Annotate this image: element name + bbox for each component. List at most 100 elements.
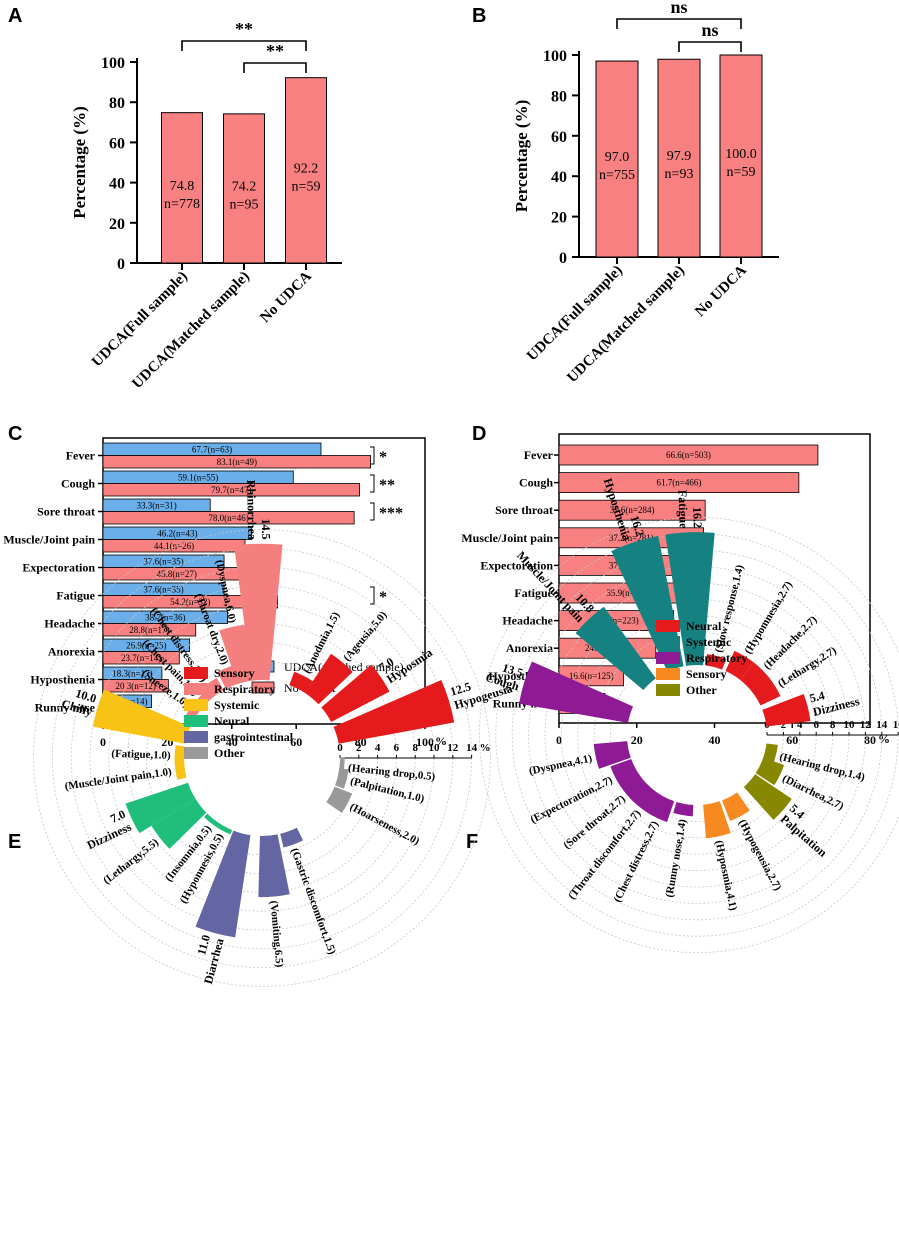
e-bar-11 — [204, 813, 222, 829]
e-bar-15 — [174, 745, 185, 765]
c-bar-label-0-4: 37.6(n=35) — [143, 557, 183, 567]
c-bar-1-8 — [102, 679, 169, 693]
c-bar-label-0-5: 37.6(n=35) — [143, 585, 183, 595]
a-n-label-2: n=59 — [292, 179, 321, 194]
e-bar-12 — [151, 798, 207, 849]
a-sig-0-bracket — [181, 40, 307, 51]
d-bar-label-6: 29.5(n=223) — [594, 616, 639, 626]
a-sig-1-label: ** — [266, 41, 284, 61]
c-bar-label-1-4: 45.8(n=27) — [157, 569, 197, 579]
chart-a: 0 20 40 60 80 100 Percentage (%) 74.8 n=778 UDCA(… — [70, 19, 342, 392]
c-unit-label: % — [435, 734, 447, 748]
f-bar-11 — [646, 793, 675, 823]
f-scale-label-7: 14 — [876, 719, 888, 731]
a-ytick-label-3: 60 — [109, 135, 125, 152]
e-label-1: (Ageusia,5.0) — [341, 609, 390, 664]
f-bar-3 — [751, 677, 781, 706]
b-n-label-2: n=59 — [727, 165, 756, 180]
e-bar-6 — [326, 786, 353, 813]
e-bar-5 — [335, 768, 349, 789]
c-xtick-label-0: 0 — [100, 735, 106, 749]
c-bar-1-1 — [102, 483, 361, 497]
b-bar-2 — [719, 54, 763, 258]
f-bar-7 — [743, 774, 792, 820]
a-value-label-2: 92.2 — [294, 161, 319, 176]
e-bar-3 — [333, 680, 455, 744]
e-legend-label-2: Systemic — [214, 698, 260, 712]
a-ylabel: Percentage (%) — [70, 106, 89, 219]
e-scale-label-2: 4 — [375, 742, 381, 754]
d-category-0: Fever — [524, 448, 554, 462]
e-scale-label-7: 14 — [466, 742, 478, 754]
f-scale-label-3: 6 — [813, 719, 819, 731]
e-scale-label-3: 6 — [394, 742, 400, 754]
c-category-8: Hyposthenia — [30, 673, 95, 687]
d-xtick-label-3: 60 — [786, 733, 798, 747]
f-legend-label-2: Respiratory — [686, 651, 747, 665]
e-legend-swatch-4 — [184, 731, 208, 743]
d-category-6: Headache — [502, 614, 553, 628]
f-bar-17 — [575, 606, 656, 691]
e-legend-swatch-5 — [184, 747, 208, 759]
c-category-1: Cough — [61, 477, 95, 491]
d-bar-label-3: 37.2(n=281) — [609, 533, 654, 543]
e-label-13: Dizziness — [85, 819, 134, 852]
b-ylabel: Percentage (%) — [512, 100, 531, 213]
c-bar-label-1-2: 78.0(n=46) — [208, 513, 248, 523]
c-sig-label-5: * — [379, 589, 387, 606]
panel-label-a: A — [8, 5, 22, 27]
f-bar-0 — [705, 654, 727, 670]
e-label-12: (Lethargy,5.5) — [101, 836, 161, 887]
d-bar-label-0: 66.6(n=503) — [666, 450, 711, 460]
panel-label-c: C — [8, 423, 22, 445]
e-bar-9 — [195, 830, 251, 938]
a-ytick-label-1: 20 — [109, 216, 125, 233]
e-legend-swatch-2 — [184, 699, 208, 711]
e-legend-label-0: Sensory — [214, 666, 255, 680]
c-sig-bracket-5 — [370, 586, 375, 605]
f-label-9: (Hyposmia,4.1) — [713, 839, 740, 912]
a-sig-0-label: ** — [235, 19, 253, 39]
c-bar-label-1-1: 79.7(n=47) — [211, 485, 251, 495]
d-category-5: Fatigue — [514, 586, 553, 600]
c-category-7: Anorexia — [48, 645, 95, 659]
c-bar-label-0-3: 46.2(n=43) — [157, 529, 197, 539]
c-xtick-label-5: 100 — [416, 735, 434, 749]
c-xtick-label-2: 40 — [226, 735, 238, 749]
e-label-22: Rhinorrhea — [244, 480, 259, 540]
b-xtick-label-2: No UDCA — [692, 262, 750, 320]
f-legend-swatch-4 — [656, 684, 680, 696]
e-scale-label-5: 10 — [429, 742, 441, 754]
f-value-label-18: 16.2 — [628, 514, 648, 538]
c-xtick-label-3: 60 — [290, 735, 302, 749]
panel-label-b: B — [472, 5, 486, 27]
c-category-5: Fatigue — [56, 589, 95, 603]
e-label-14: (Muscle/Joint pain,1.0) — [64, 766, 173, 793]
d-category-7: Anorexia — [506, 641, 553, 655]
c-sig-label-0: * — [379, 449, 387, 466]
e-bar-7 — [280, 827, 304, 848]
c-sig-label-2: *** — [379, 505, 403, 522]
a-ytick-label-5: 100 — [101, 55, 125, 72]
e-value-label-22: 14.5 — [259, 518, 273, 539]
e-label-6: (Hoarseness,2.0) — [348, 801, 422, 848]
d-bar-2 — [558, 499, 706, 521]
a-xtick-label-2: No UDCA — [257, 268, 315, 326]
e-value-label-16: 10.0 — [74, 686, 98, 706]
e-bar-2 — [321, 664, 390, 722]
c-bar-label-0-0: 67.7(n=63) — [192, 445, 232, 455]
c-bar-label-0-8: 18.3(n=17) — [112, 669, 152, 679]
a-ytick-label-2: 40 — [109, 176, 125, 193]
e-bar-0 — [289, 671, 313, 693]
e-scale-unit: % — [480, 742, 491, 754]
a-xtick-label-1: UDCA(Matched sample) — [129, 269, 253, 393]
c-category-3: Muscle/Joint pain — [3, 533, 95, 547]
f-value-label-16: 13.5 — [501, 661, 525, 681]
f-scale-label-1: 2 — [781, 719, 787, 731]
f-label-7: Palpitation — [778, 812, 830, 860]
f-bar-1 — [725, 650, 754, 680]
e-label-15: (Fatigue,1.0) — [111, 748, 171, 762]
c-bar-1-2 — [102, 511, 355, 525]
d-bar-1 — [558, 472, 800, 494]
